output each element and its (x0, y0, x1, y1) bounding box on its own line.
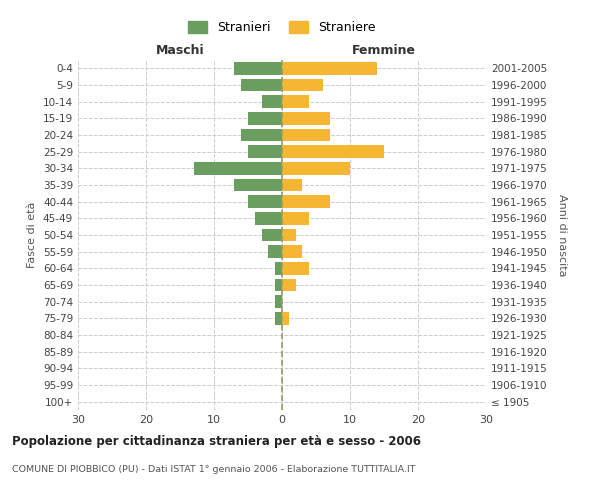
Bar (282, 229, 296, 241)
Bar (282, 146, 384, 158)
Bar (282, 312, 289, 324)
Bar (248, 112, 282, 124)
Bar (282, 196, 329, 208)
Bar (275, 279, 282, 291)
Bar (235, 179, 282, 192)
Text: Popolazione per cittadinanza straniera per età e sesso - 2006: Popolazione per cittadinanza straniera p… (12, 435, 421, 448)
Bar (275, 296, 282, 308)
Bar (255, 212, 282, 224)
Bar (235, 62, 282, 74)
Y-axis label: Fasce di età: Fasce di età (28, 202, 37, 268)
Bar (262, 229, 282, 241)
Bar (282, 212, 309, 224)
Bar (241, 79, 282, 92)
Bar (282, 162, 350, 174)
Bar (282, 262, 309, 274)
Bar (282, 112, 329, 124)
Bar (275, 262, 282, 274)
Bar (194, 162, 282, 174)
Legend: Stranieri, Straniere: Stranieri, Straniere (184, 16, 380, 40)
Bar (282, 62, 377, 74)
Bar (262, 96, 282, 108)
Bar (282, 279, 296, 291)
Text: Maschi: Maschi (155, 44, 205, 57)
Bar (248, 196, 282, 208)
Bar (282, 246, 302, 258)
Bar (241, 129, 282, 141)
Bar (268, 246, 282, 258)
Y-axis label: Anni di nascita: Anni di nascita (557, 194, 567, 276)
Bar (248, 146, 282, 158)
Bar (282, 179, 302, 192)
Bar (282, 129, 329, 141)
Bar (282, 79, 323, 92)
Text: Femmine: Femmine (352, 44, 416, 57)
Bar (282, 96, 309, 108)
Text: COMUNE DI PIOBBICO (PU) - Dati ISTAT 1° gennaio 2006 - Elaborazione TUTTITALIA.I: COMUNE DI PIOBBICO (PU) - Dati ISTAT 1° … (12, 465, 415, 474)
Bar (275, 312, 282, 324)
